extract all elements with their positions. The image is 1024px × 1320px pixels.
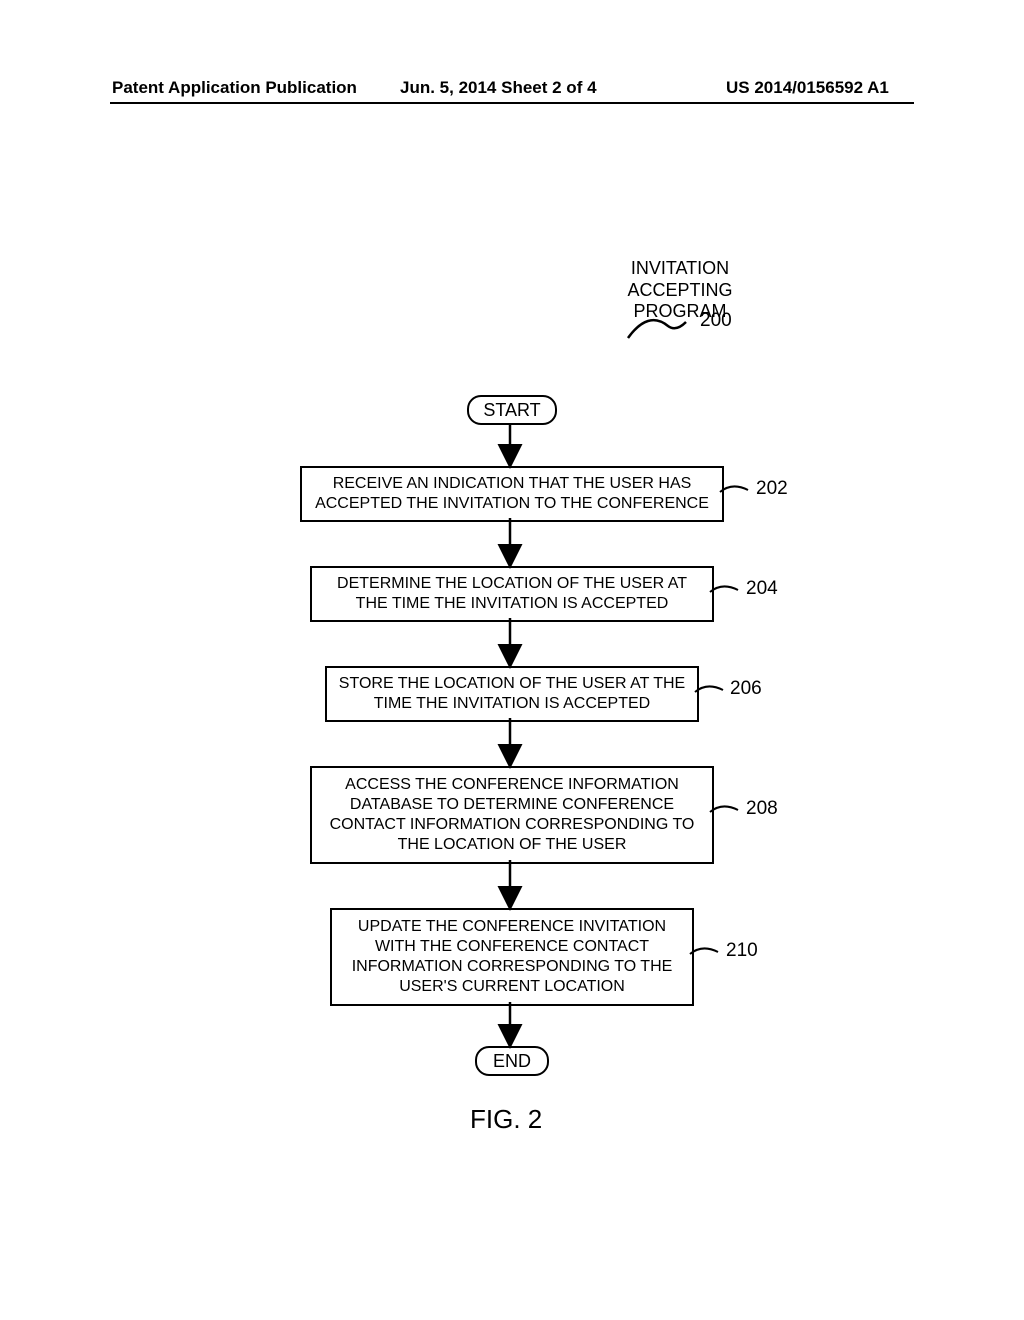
title-line1: INVITATION: [631, 258, 729, 278]
start-terminal: START: [467, 395, 557, 425]
ref-204: 204: [746, 578, 778, 600]
end-label: END: [493, 1051, 531, 1072]
ref-208: 208: [746, 798, 778, 820]
step-210: UPDATE THE CONFERENCE INVITATION WITH TH…: [330, 908, 694, 1006]
step-208-text: ACCESS THE CONFERENCE INFORMATION DATABA…: [320, 775, 704, 855]
page: Patent Application Publication Jun. 5, 2…: [0, 0, 1024, 1320]
program-title: INVITATION ACCEPTING PROGRAM: [580, 258, 780, 323]
step-210-text: UPDATE THE CONFERENCE INVITATION WITH TH…: [340, 917, 684, 997]
end-terminal: END: [475, 1046, 549, 1076]
step-206: STORE THE LOCATION OF THE USER AT THE TI…: [325, 666, 699, 722]
flowchart: INVITATION ACCEPTING PROGRAM 200 START R…: [0, 0, 1024, 1320]
step-208: ACCESS THE CONFERENCE INFORMATION DATABA…: [310, 766, 714, 864]
ref-202: 202: [756, 478, 788, 500]
title-ref: 200: [700, 310, 732, 332]
step-204-text: DETERMINE THE LOCATION OF THE USER AT TH…: [320, 574, 704, 614]
ref-210: 210: [726, 940, 758, 962]
step-202: RECEIVE AN INDICATION THAT THE USER HAS …: [300, 466, 724, 522]
step-204: DETERMINE THE LOCATION OF THE USER AT TH…: [310, 566, 714, 622]
step-206-text: STORE THE LOCATION OF THE USER AT THE TI…: [335, 674, 689, 714]
figure-label: FIG. 2: [470, 1104, 542, 1135]
ref-206: 206: [730, 678, 762, 700]
start-label: START: [483, 400, 540, 421]
step-202-text: RECEIVE AN INDICATION THAT THE USER HAS …: [310, 474, 714, 514]
